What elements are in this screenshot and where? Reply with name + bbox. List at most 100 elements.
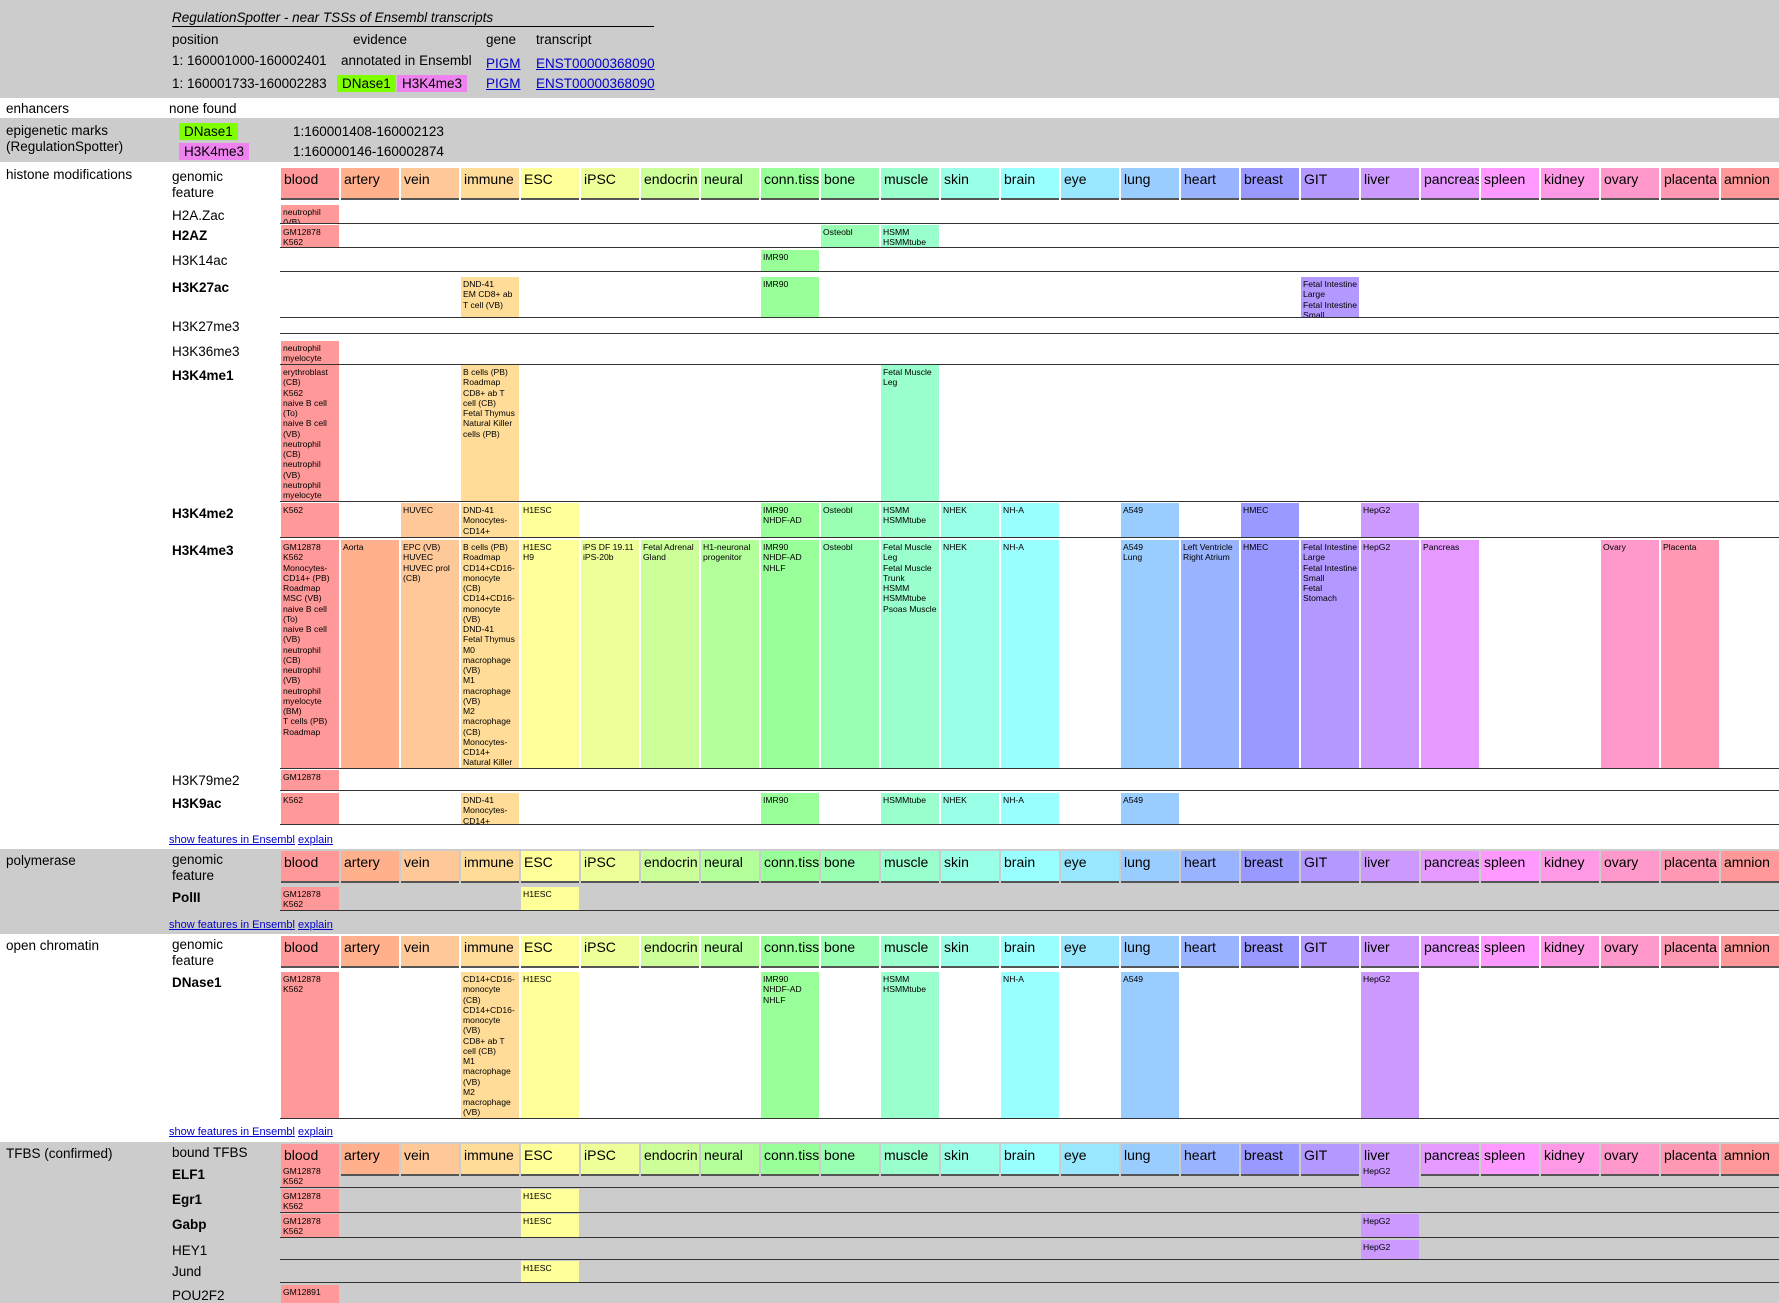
cell-dnase1-blood: GM12878 K562 bbox=[281, 972, 339, 1118]
tissue-header-brain: brain bbox=[1001, 936, 1059, 968]
tissue-header-esc: ESC bbox=[521, 1144, 579, 1176]
result-row-2-gene-link[interactable]: PIGM bbox=[486, 76, 521, 91]
tissue-header-endocrin: endocrin bbox=[641, 936, 699, 968]
cell-h3k4me3-bone: Osteobl bbox=[821, 540, 879, 768]
cell-dnase1-muscle: HSMM HSMMtube bbox=[881, 972, 939, 1118]
show-features-in-ensembl-link[interactable]: show features in Ensembl bbox=[169, 1126, 295, 1138]
tissue-header-endocrin: endocrin bbox=[641, 851, 699, 883]
tissue-header-kidney: kidney bbox=[1541, 168, 1599, 200]
tissue-header-skin: skin bbox=[941, 936, 999, 968]
cell-h3k4me3-lung: A549 Lung bbox=[1121, 540, 1179, 768]
row-label-h3k36me3: H3K36me3 bbox=[172, 344, 240, 359]
tissue-header-blood: blood bbox=[281, 168, 339, 200]
tissue-header-brain: brain bbox=[1001, 168, 1059, 200]
cell-h3k4me3-esc: H1ESC H9 bbox=[521, 540, 579, 768]
row-label-h3k14ac: H3K14ac bbox=[172, 253, 228, 268]
cell-h3k9ac-brain: NH-A bbox=[1001, 793, 1059, 824]
row-divider bbox=[280, 247, 1779, 248]
cell-dnase1-conn-tiss: IMR90 NHDF-AD NHLF bbox=[761, 972, 819, 1118]
tissue-header-skin: skin bbox=[941, 168, 999, 200]
tissue-header-kidney: kidney bbox=[1541, 936, 1599, 968]
tissue-header-spleen: spleen bbox=[1481, 168, 1539, 200]
tissue-header-liver: liver bbox=[1361, 851, 1419, 883]
tissue-header-blood: blood bbox=[281, 851, 339, 883]
row-label-jund: Jund bbox=[172, 1264, 202, 1279]
tissue-header-git: GIT bbox=[1301, 851, 1359, 883]
column-header-corner: genomic feature bbox=[172, 937, 224, 968]
tissue-header-eye: eye bbox=[1061, 851, 1119, 883]
tissue-header-muscle: muscle bbox=[881, 1144, 939, 1176]
tissue-header-blood: blood bbox=[281, 936, 339, 968]
column-header-corner: genomic feature bbox=[172, 852, 224, 883]
result-row-1-transcript-link[interactable]: ENST00000368090 bbox=[536, 56, 655, 71]
cell-h3k4me2-conn-tiss: IMR90 NHDF-AD bbox=[761, 503, 819, 537]
explain-link[interactable]: explain bbox=[298, 834, 333, 846]
show-features-in-ensembl-link[interactable]: show features in Ensembl bbox=[169, 834, 295, 846]
cell-polii-esc: H1ESC bbox=[521, 887, 579, 910]
cell-h3k9ac-immune: DND-41 Monocytes-CD14+ bbox=[461, 793, 519, 824]
row-label-pou2f2: POU2F2 bbox=[172, 1288, 225, 1303]
row-label-h3k27ac: H3K27ac bbox=[172, 280, 230, 295]
column-header-transcript: transcript bbox=[536, 32, 592, 47]
cell-pou2f2-blood: GM12891 bbox=[281, 1285, 339, 1303]
cell-h3k9ac-lung: A549 bbox=[1121, 793, 1179, 824]
cell-h3k14ac-conn-tiss: IMR90 bbox=[761, 250, 819, 271]
tissue-header-vein: vein bbox=[401, 936, 459, 968]
row-divider bbox=[280, 333, 1779, 334]
tissue-header-breast: breast bbox=[1241, 1144, 1299, 1176]
tissue-header-neural: neural bbox=[701, 851, 759, 883]
tissue-header-immune: immune bbox=[461, 1144, 519, 1176]
tissue-header-bone: bone bbox=[821, 168, 879, 200]
tissue-header-pancreas: pancreas bbox=[1421, 1144, 1479, 1176]
row-divider bbox=[280, 790, 1779, 791]
result-row-2-transcript-link[interactable]: ENST00000368090 bbox=[536, 76, 655, 91]
row-divider bbox=[280, 1212, 1779, 1213]
tissue-header-ovary: ovary bbox=[1601, 168, 1659, 200]
epigenetic-label: epigenetic marks (RegulationSpotter) bbox=[6, 123, 124, 154]
cell-egr1-blood: GM12878 K562 bbox=[281, 1189, 339, 1212]
tissue-header-pancreas: pancreas bbox=[1421, 168, 1479, 200]
cell-h2a-zac-blood: neutrophil (VB) bbox=[281, 205, 339, 223]
tissue-header-conn-tiss: conn.tiss. bbox=[761, 168, 819, 200]
tissue-header-pancreas: pancreas bbox=[1421, 936, 1479, 968]
cell-h3k4me3-ipsc: iPS DF 19.11 iPS-20b bbox=[581, 540, 639, 768]
tissue-header-brain: brain bbox=[1001, 851, 1059, 883]
tissue-header-brain: brain bbox=[1001, 1144, 1059, 1176]
section-label-histone: histone modifications bbox=[6, 167, 133, 182]
row-divider bbox=[280, 1187, 1779, 1188]
explain-link[interactable]: explain bbox=[298, 919, 333, 931]
tissue-header-conn-tiss: conn.tiss. bbox=[761, 1144, 819, 1176]
explain-link[interactable]: explain bbox=[298, 1126, 333, 1138]
row-divider bbox=[280, 223, 1779, 224]
cell-gabp-esc: H1ESC bbox=[521, 1214, 579, 1237]
tissue-header-artery: artery bbox=[341, 168, 399, 200]
cell-h3k4me3-endocrin: Fetal Adrenal Gland bbox=[641, 540, 699, 768]
cell-h3k4me3-artery: Aorta bbox=[341, 540, 399, 768]
tissue-header-placenta: placenta bbox=[1661, 851, 1719, 883]
row-label-h3k4me3: H3K4me3 bbox=[172, 543, 234, 558]
tissue-header-ipsc: iPSC bbox=[581, 936, 639, 968]
tissue-header-vein: vein bbox=[401, 851, 459, 883]
row-label-gabp: Gabp bbox=[172, 1217, 207, 1232]
cell-h3k4me3-conn-tiss: IMR90 NHDF-AD NHLF bbox=[761, 540, 819, 768]
cell-elf1-blood: GM12878 K562 bbox=[281, 1164, 339, 1187]
cell-h3k27ac-conn-tiss: IMR90 bbox=[761, 277, 819, 317]
cell-h3k4me3-git: Fetal Intestine Large Fetal Intestine Sm… bbox=[1301, 540, 1359, 768]
show-features-in-ensembl-link[interactable]: show features in Ensembl bbox=[169, 919, 295, 931]
tissue-header-placenta: placenta bbox=[1661, 168, 1719, 200]
cell-hey1-liver: HepG2 bbox=[1361, 1240, 1419, 1259]
enhancers-label: enhancers bbox=[6, 101, 70, 116]
row-label-egr1: Egr1 bbox=[172, 1192, 203, 1207]
cell-h3k4me3-skin: NHEK bbox=[941, 540, 999, 768]
tissue-header-heart: heart bbox=[1181, 851, 1239, 883]
row-label-h2a-zac: H2A.Zac bbox=[172, 208, 225, 223]
cell-h3k4me3-muscle: Fetal Muscle Leg Fetal Muscle Trunk HSMM… bbox=[881, 540, 939, 768]
tissue-header-esc: ESC bbox=[521, 936, 579, 968]
row-divider bbox=[280, 537, 1779, 538]
result-row-1-gene-link[interactable]: PIGM bbox=[486, 56, 521, 71]
row-divider bbox=[280, 501, 1779, 502]
row-label-polii: PolII bbox=[172, 890, 201, 905]
evidence-badge-h3k4me3: H3K4me3 bbox=[397, 75, 468, 92]
tissue-header-kidney: kidney bbox=[1541, 1144, 1599, 1176]
tissue-header-conn-tiss: conn.tiss. bbox=[761, 851, 819, 883]
